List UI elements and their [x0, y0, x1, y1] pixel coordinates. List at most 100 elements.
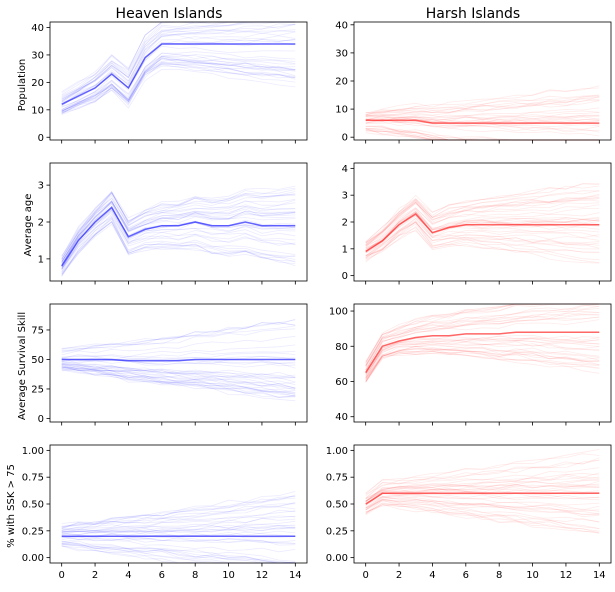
x-tick-label: 4: [429, 570, 435, 581]
ensemble-trace: [365, 204, 600, 246]
y-tick-label: 1.00: [22, 446, 44, 457]
ensemble-trace: [61, 328, 296, 352]
ensemble-trace: [365, 216, 600, 254]
y-tick-label: 0.50: [326, 500, 348, 511]
ensemble-trace: [61, 361, 296, 378]
ensemble-trace: [61, 543, 296, 564]
ensemble-trace: [61, 185, 296, 258]
y-tick-label: 30: [31, 50, 44, 61]
ensemble-trace: [365, 495, 600, 508]
ensemble-trace: [61, 363, 296, 383]
ensemble-trace: [365, 229, 600, 264]
ensemble-trace: [365, 305, 600, 367]
ensemble-trace: [365, 221, 600, 257]
axes-frame: [49, 21, 308, 141]
ensemble-trace: [365, 85, 600, 114]
ensemble-trace: [365, 486, 600, 502]
ensemble-trace: [365, 504, 600, 534]
ensemble-trace: [61, 497, 296, 528]
ylabel-pct-ssk: % with SSK > 75: [6, 464, 17, 548]
ensemble-trace: [61, 322, 296, 353]
ensemble-trace: [61, 62, 296, 115]
ensemble-trace: [61, 197, 296, 264]
ensemble-trace: [61, 544, 296, 564]
ensemble-trace: [365, 114, 600, 123]
series-line: [61, 206, 296, 267]
ensemble-trace: [61, 57, 296, 112]
ensemble-trace: [61, 539, 296, 553]
ensemble-trace: [61, 194, 296, 261]
ensemble-trace: [365, 472, 600, 502]
ensemble-trace: [365, 504, 600, 529]
ensemble-trace: [365, 467, 600, 499]
ensemble-trace: [61, 362, 296, 385]
ylabel-population: Population: [17, 59, 28, 112]
ensemble-trace: [365, 211, 600, 252]
ensemble-trace: [61, 56, 296, 111]
ensemble-trace: [365, 314, 600, 371]
ensemble-trace: [365, 494, 600, 506]
panel-2-1: 40 60 80 100: [329, 303, 612, 426]
ensemble-trace: [61, 525, 296, 535]
ensemble-trace: [61, 365, 296, 393]
ensemble-trace: [365, 221, 600, 259]
ensemble-trace: [61, 367, 296, 397]
ensemble-trace: [365, 110, 600, 118]
panel-0-1: 0 10 20 30 40: [335, 20, 612, 144]
ensemble-trace: [365, 222, 600, 259]
ensemble-trace: [61, 23, 296, 102]
ensemble-trace: [365, 484, 600, 502]
ensemble-trace: [61, 352, 296, 361]
y-tick-label: 10: [335, 105, 348, 116]
ensemble-trace: [61, 201, 296, 262]
ensemble-trace: [365, 484, 600, 502]
y-tick-label: 0.50: [22, 500, 44, 511]
x-tick-label: 6: [463, 570, 469, 581]
y-tick-label: 20: [335, 77, 348, 88]
ensemble-trace: [365, 116, 600, 123]
ensemble-trace: [365, 308, 600, 369]
ensemble-trace: [365, 121, 600, 137]
ensemble-trace: [61, 217, 296, 270]
ensemble-trace: [61, 495, 296, 528]
ensemble-trace: [61, 31, 296, 103]
ensemble-trace: [61, 54, 296, 108]
ensemble-trace: [61, 65, 296, 113]
y-tick-label: 40: [31, 23, 44, 34]
ensemble-trace: [61, 203, 296, 266]
ensemble-trace: [61, 200, 296, 266]
y-tick-label: 0.25: [22, 526, 44, 537]
x-tick-label: 2: [92, 570, 98, 581]
axes-frame: [353, 303, 612, 423]
ensemble-trace: [61, 526, 296, 535]
ensemble-trace: [61, 201, 296, 264]
y-tick-label: 10: [31, 105, 44, 116]
ensemble-trace: [365, 343, 600, 376]
ensemble-trace: [61, 191, 296, 260]
ensemble-trace: [61, 358, 296, 367]
ensemble-trace: [365, 459, 600, 499]
ensemble-trace: [61, 221, 296, 275]
ensemble-trace: [365, 478, 600, 500]
ensemble-trace: [365, 351, 600, 380]
x-tick-label: 2: [396, 570, 402, 581]
ensemble-trace: [365, 217, 600, 257]
ensemble-trace: [61, 201, 296, 265]
ensemble-trace: [365, 476, 600, 502]
ensemble-trace: [365, 208, 600, 249]
y-tick-label: 1: [342, 244, 348, 255]
column-title-heaven: Heaven Islands: [116, 6, 223, 22]
x-tick-label: 6: [159, 570, 165, 581]
ensemble-trace: [365, 316, 600, 371]
series-line: [61, 43, 296, 105]
y-tick-label: 60: [335, 377, 348, 388]
ensemble-trace: [365, 340, 600, 379]
ensemble-trace: [365, 499, 600, 523]
panel-3-1: 0.00 0.25 0.50 0.75 1.00 0 2 4 6 8 10 12 14: [326, 444, 612, 581]
ensemble-trace: [61, 366, 296, 390]
ensemble-trace: [365, 196, 600, 244]
series-line: [365, 213, 600, 253]
ensemble-trace: [365, 479, 600, 503]
ensemble-trace: [61, 213, 296, 269]
ensemble-trace: [61, 355, 296, 362]
